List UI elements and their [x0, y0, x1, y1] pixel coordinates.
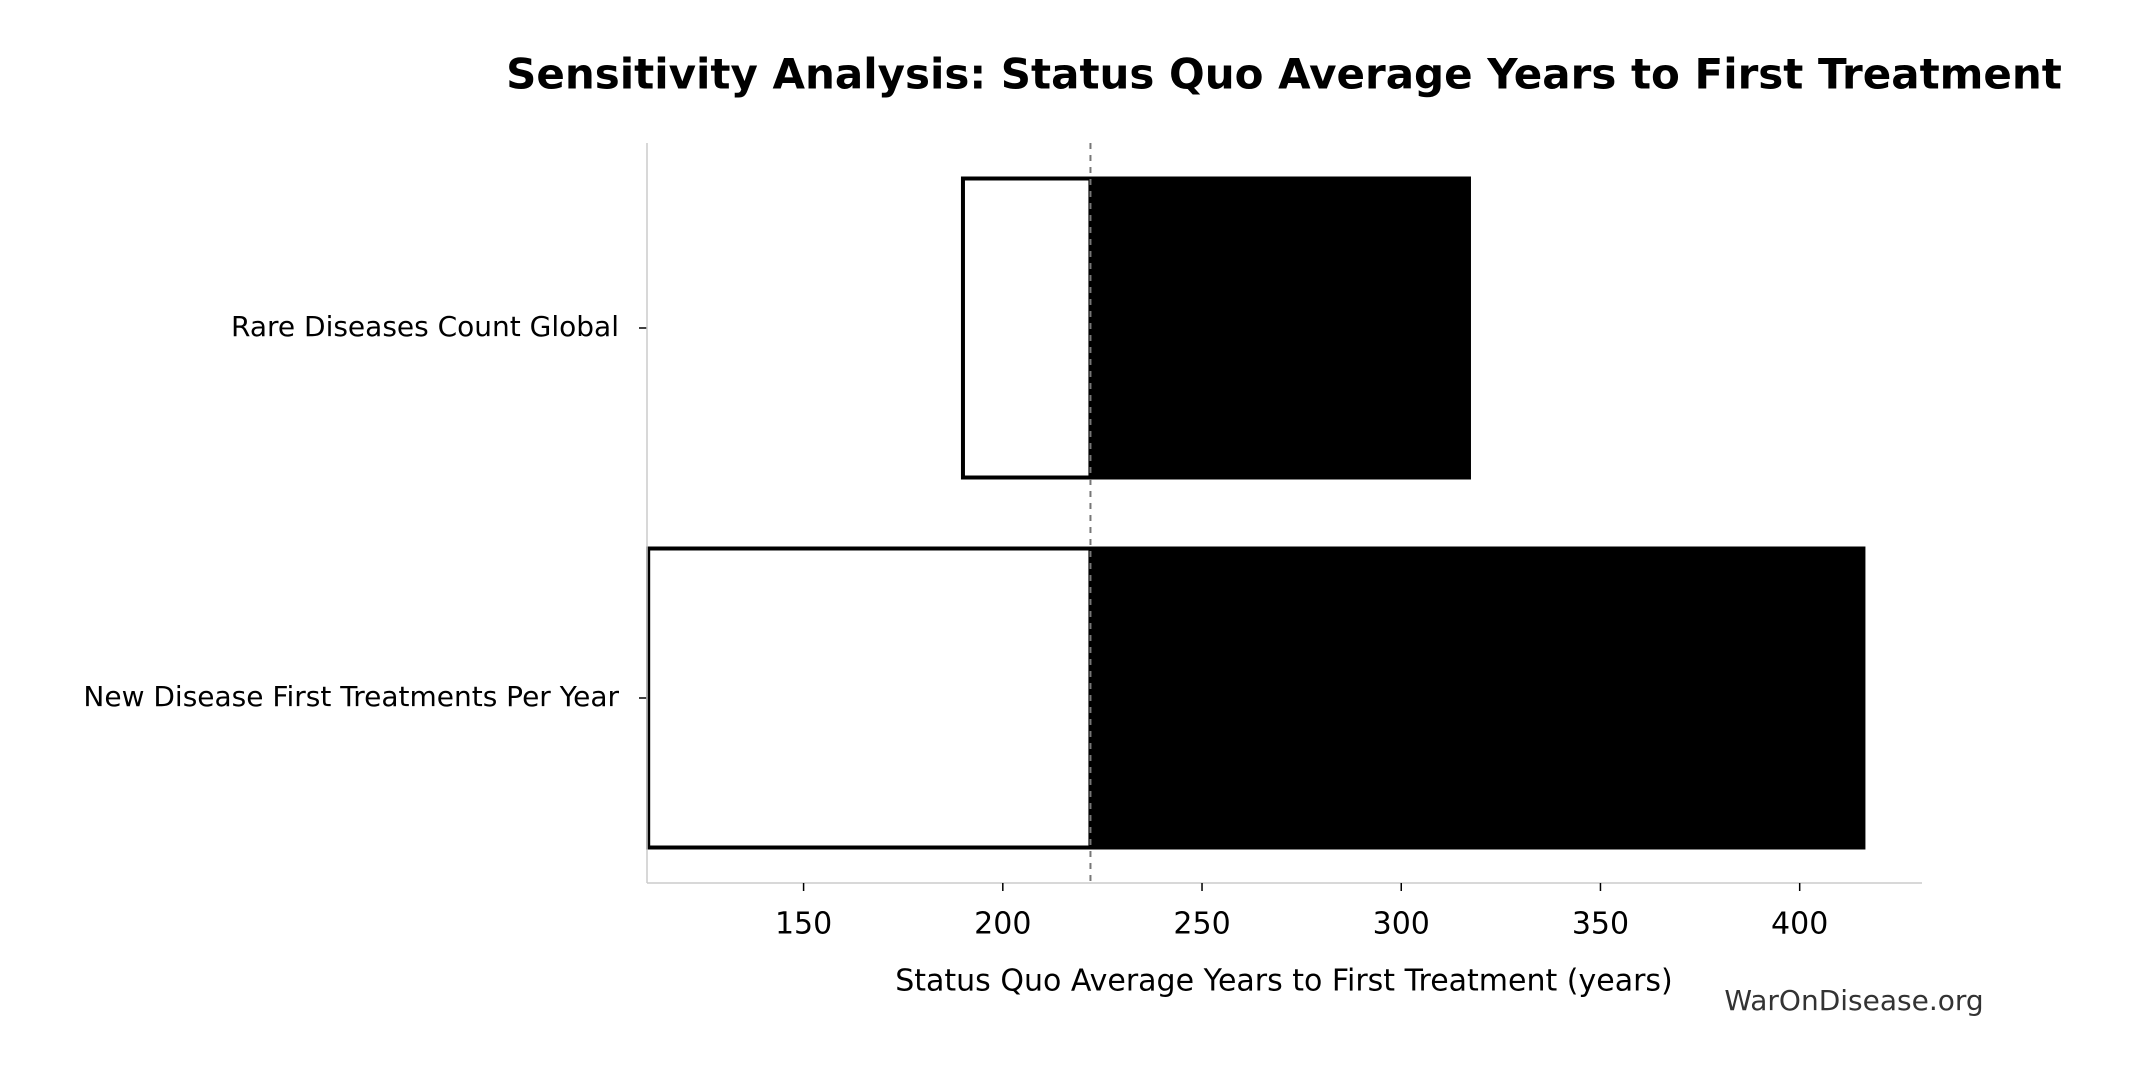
watermark: WarOnDisease.org: [1724, 984, 1983, 1017]
bar: [960, 176, 1093, 480]
x-tick-label: 150: [775, 907, 832, 942]
x-tick-label: 400: [1771, 907, 1828, 942]
bar: [1088, 176, 1471, 480]
x-axis-label: Status Quo Average Years to First Treatm…: [895, 964, 1673, 999]
y-tick-label: New Disease First Treatments Per Year: [83, 680, 619, 713]
chart-title: Sensitivity Analysis: Status Quo Average…: [506, 50, 2062, 99]
bar: [1088, 546, 1866, 850]
x-tick-label: 200: [974, 907, 1031, 942]
x-tick-label: 350: [1572, 907, 1629, 942]
x-tick-label: 250: [1173, 907, 1230, 942]
x-tick-label: 300: [1373, 907, 1430, 942]
bar: [646, 546, 1093, 850]
y-tick-label: Rare Diseases Count Global: [231, 310, 619, 343]
